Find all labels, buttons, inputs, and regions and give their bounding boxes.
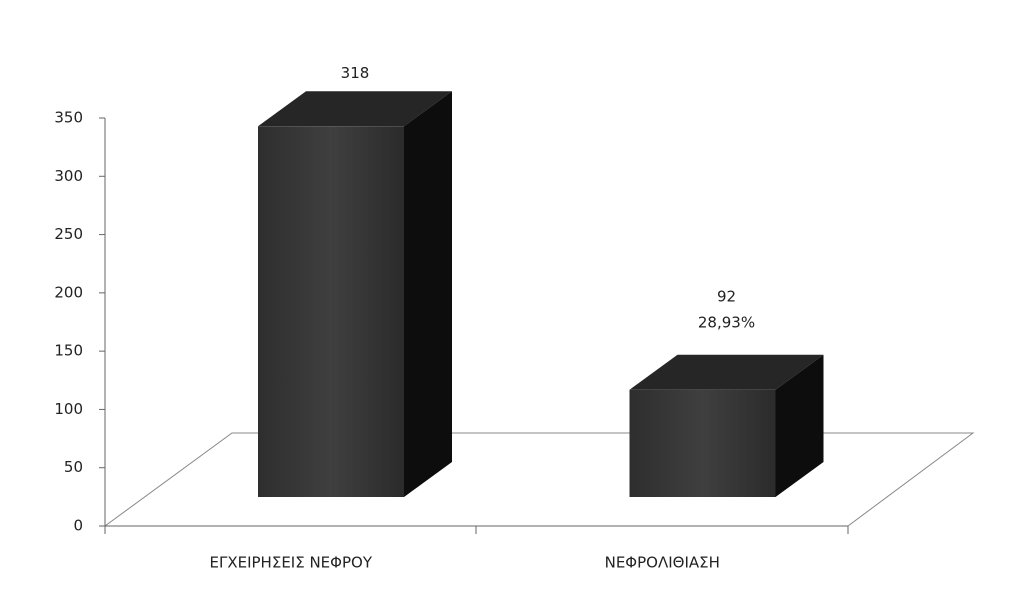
bar-side xyxy=(404,91,452,497)
y-tick-label: 300 xyxy=(54,167,83,185)
y-tick-label: 150 xyxy=(54,342,83,360)
x-tick-label: ΝΕΦΡΟΛΙΘΙΑΣΗ xyxy=(605,554,720,572)
bar-top xyxy=(629,354,824,390)
x-tick-label: ΕΓΧΕΙΡΗΣΕΙΣ ΝΕΦΡΟΥ xyxy=(210,554,373,572)
bar-side xyxy=(775,354,824,497)
y-tick-label: 250 xyxy=(54,225,83,243)
y-tick-label: 0 xyxy=(73,517,83,535)
annotation: 28,93% xyxy=(698,313,755,331)
bar xyxy=(629,389,776,497)
bar-top xyxy=(258,91,452,127)
data-label: 92 xyxy=(717,287,736,305)
y-tick-label: 100 xyxy=(54,400,83,418)
y-tick-label: 200 xyxy=(54,283,83,301)
data-label: 318 xyxy=(341,64,370,82)
y-tick-label: 350 xyxy=(54,109,83,127)
y-tick-label: 50 xyxy=(64,458,83,476)
floor xyxy=(103,432,975,527)
bar xyxy=(258,126,404,497)
